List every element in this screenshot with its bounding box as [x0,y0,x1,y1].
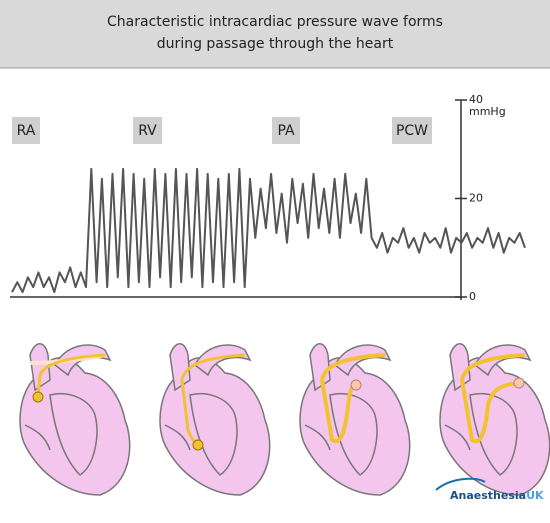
stage-box [133,117,162,144]
title-line: during passage through the heart [157,36,394,52]
stage-box [12,117,40,144]
heart-pa [299,343,411,496]
heart-pcw [439,343,550,496]
pressure-trace [11,167,526,294]
title-line: Characteristic intracardiac pressure wav… [107,14,443,30]
stage-box [272,117,300,144]
logo-part: UK [526,489,544,502]
y-tick-label: 20 [469,192,483,205]
stage-label: RV [138,123,157,139]
unit-label: mmHg [469,105,506,118]
stage-label: PCW [396,123,428,139]
y-tick-label: 0 [469,290,476,303]
stage-label: PA [277,123,295,139]
y-tick-label: 40 [469,93,483,106]
heart-ra [19,343,131,496]
stage-box [392,117,432,144]
heart-rv [159,343,271,496]
title-bar [0,0,550,68]
logo-swoosh [435,477,486,491]
logo-part: Anaesthesia [450,489,526,502]
stage-label: RA [17,123,36,139]
logo: AnaesthesiaUK [450,489,544,502]
